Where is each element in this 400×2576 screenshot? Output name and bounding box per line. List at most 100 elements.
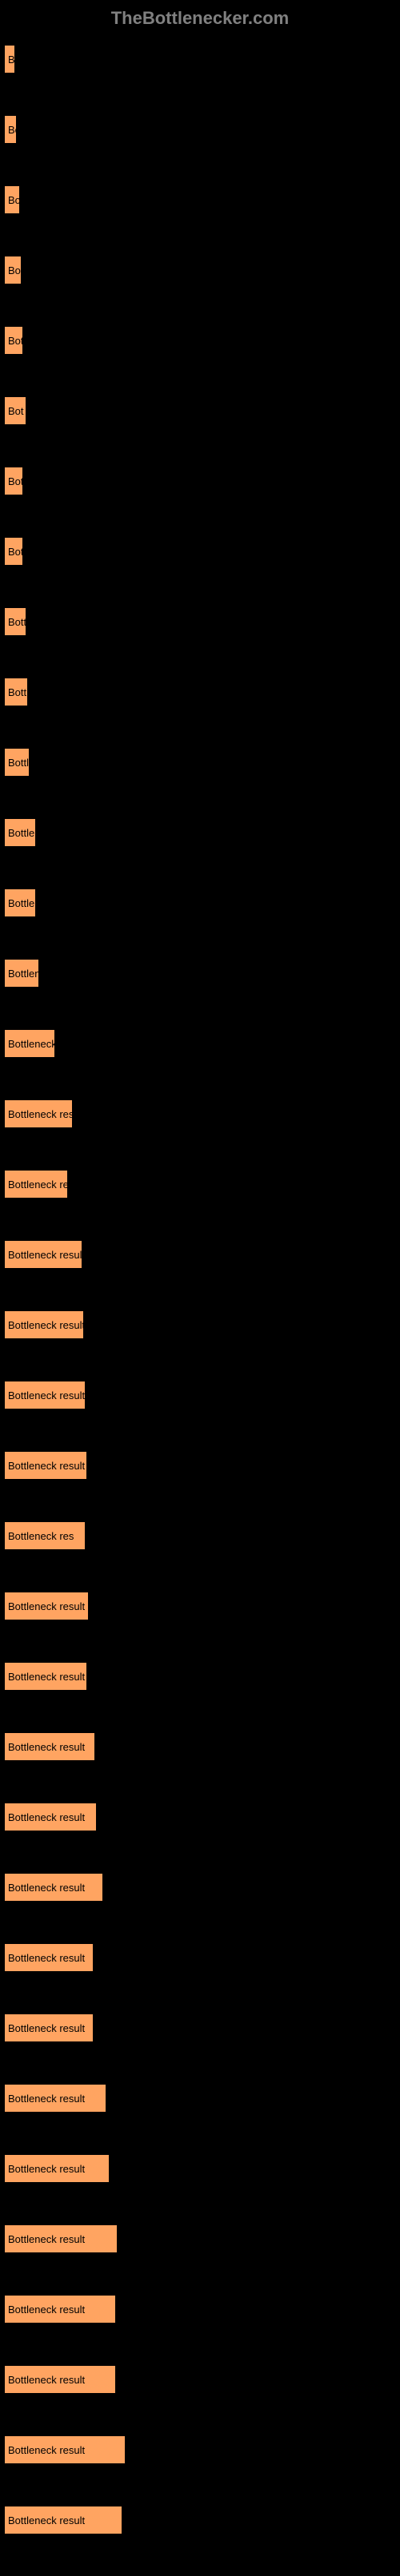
bar-row: Bottleneck result [4,1592,396,1620]
bar: Bottleneck result [4,2013,94,2042]
bar-label: Bottle [8,827,34,839]
bar: Bottleneck res [4,1521,86,1550]
bar-row: Bottleneck res [4,1521,396,1550]
bar: Bottleneck [4,1029,55,1058]
bar: Bo [4,256,22,284]
bar-label: Bottleneck re [8,1179,68,1191]
bar-row: Bottl [4,748,396,777]
bar: Bottleneck result [4,1873,103,1902]
bar-row: Bot [4,326,396,355]
bar-label: Bottleneck result [8,1741,85,1753]
bar-row: Bottleneck result [4,1732,396,1761]
bar: Bottleneck result [4,2154,110,2183]
bar-label: Bottl [8,757,29,769]
bar: Bot [4,396,26,425]
bar-row: Bottlen [4,959,396,988]
bar-row: Bottleneck result [4,2295,396,2324]
bar-row: Bo [4,256,396,284]
bar-label: Bo [8,264,21,276]
bar-row: Bottleneck result [4,1310,396,1339]
bar-label: Bottleneck result [8,2514,85,2526]
bar-label: Bo [8,194,20,206]
bar-row: Bo [4,185,396,214]
bar: Bott [4,607,26,636]
bar: Bottleneck res [4,1099,73,1128]
bar: Bottle [4,818,36,847]
bar-label: Bottle [8,897,34,909]
bar-row: Bot [4,467,396,495]
bar-label: Bottleneck result [8,1389,85,1401]
bar-row: Bottleneck result [4,2435,396,2464]
bar-label: Bott [8,616,26,628]
bar-label: Bottlen [8,968,39,980]
bar-row: Bottleneck result [4,1240,396,1269]
bar-label: Bottleneck result [8,2093,85,2105]
bar: Bottle [4,888,36,917]
bar: Bottleneck result [4,1803,97,1831]
bar-label: Bottleneck result [8,1460,85,1472]
bar: Bot [4,467,23,495]
bar: Bottleneck result [4,2506,122,2534]
bar: Bot [4,326,23,355]
bar-row: Bot [4,537,396,566]
bar: Bottleneck result [4,1943,94,1972]
bar-label: Bottleneck res [8,1108,73,1120]
bar-label: Bott [8,686,26,698]
bar-label: B [8,54,15,66]
bar: B [4,45,15,74]
bar: Bot [4,537,23,566]
bar-row: Bottleneck [4,1029,396,1058]
bar: Bottleneck re [4,1170,68,1199]
bar: Bottleneck result [4,1240,82,1269]
bar: Bottl [4,748,30,777]
bar-label: Bottleneck result [8,2304,85,2316]
bar: Bottleneck result [4,1381,86,1409]
bar-row: Bo [4,115,396,144]
bar-row: Bottleneck result [4,2084,396,2113]
bar: Bottleneck result [4,2224,118,2253]
bar: Bottlen [4,959,39,988]
bar: Bottleneck result [4,1662,87,1691]
bar-row: Bottle [4,888,396,917]
bar: Bottleneck result [4,2084,106,2113]
bar-row: B [4,45,396,74]
bar: Bottleneck result [4,2295,116,2324]
bar-label: Bot [8,475,23,487]
bar: Bottleneck result [4,1732,95,1761]
bar: Bottleneck result [4,1592,89,1620]
bar-row: Bottleneck result [4,1662,396,1691]
bar-label: Bottleneck result [8,1952,85,1964]
bar-label: Bottleneck result [8,1600,85,1612]
bar-label: Bottleneck result [8,1671,85,1683]
bar-label: Bottleneck result [8,2022,85,2034]
bar-label: Bottleneck result [8,1882,85,1894]
bar-label: Bottleneck result [8,1319,84,1331]
bar-row: Bottleneck result [4,2506,396,2534]
bar-label: Bottleneck result [8,2444,85,2456]
bar-label: Bottleneck result [8,2163,85,2175]
bar-label: Bottleneck result [8,1811,85,1823]
bar-label: Bot [8,546,23,558]
bar-row: Bottleneck result [4,2365,396,2394]
bar-row: Bottleneck result [4,1943,396,1972]
bar-label: Bottleneck res [8,1530,74,1542]
bar-row: Bottle [4,818,396,847]
page-header: TheBottlenecker.com [0,0,400,45]
bar-row: Bottleneck result [4,2224,396,2253]
bar-label: Bottleneck result [8,2233,85,2245]
bar-label: Bo [8,124,17,136]
bar-chart: B Bo Bo Bo Bot Bot Bot Bot Bott Bott Bottl Bottle Bo… [0,45,400,2534]
bar: Bottleneck result [4,1310,84,1339]
bar-row: Bottleneck result [4,2154,396,2183]
bar-row: Bottleneck result [4,2013,396,2042]
bar-row: Bottleneck result [4,1381,396,1409]
bar-label: Bottleneck [8,1038,55,1050]
bar: Bottleneck result [4,2365,116,2394]
bar: Bott [4,678,28,706]
site-title: TheBottlenecker.com [111,8,290,28]
bar: Bo [4,185,20,214]
bar-label: Bottleneck result [8,2374,85,2386]
bar: Bo [4,115,17,144]
bar-row: Bottleneck re [4,1170,396,1199]
bar: Bottleneck result [4,1451,87,1480]
